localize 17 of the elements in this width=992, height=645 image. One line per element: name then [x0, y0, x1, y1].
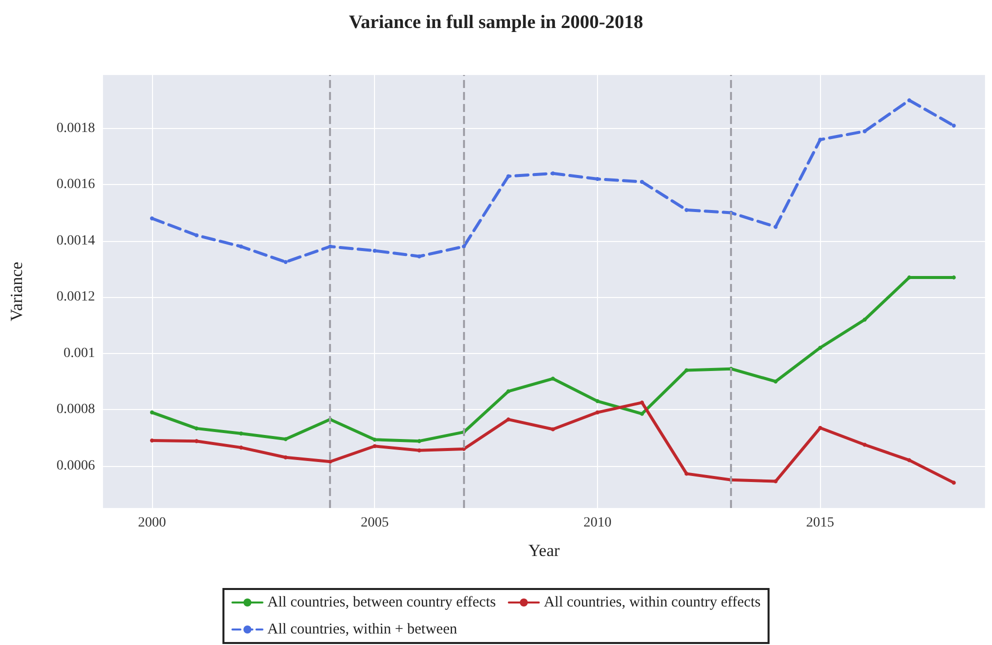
chart-title: Variance in full sample in 2000-2018 — [348, 12, 644, 33]
x-tick-label: 2005 — [360, 516, 389, 530]
y-axis-title: Variance — [7, 262, 26, 322]
x-tick-label: 2000 — [138, 516, 166, 530]
y-tick-label: 0.001 — [64, 346, 95, 361]
x-axis-title: Year — [528, 541, 560, 560]
legend-label: All countries, within + between — [267, 622, 458, 638]
y-tick-label: 0.0012 — [56, 290, 95, 305]
legend-label: All countries, between country effects — [267, 594, 496, 610]
x-tick-label: 2015 — [806, 516, 834, 530]
y-tick-label: 0.0008 — [56, 402, 95, 418]
x-tick-label: 2010 — [583, 516, 612, 530]
y-tick-label: 0.0018 — [56, 120, 95, 136]
y-tick-label: 0.0006 — [56, 458, 95, 474]
legend-label: All countries, within country effects — [544, 594, 761, 610]
y-tick-label: 0.0014 — [56, 233, 95, 248]
y-tick-label: 0.0016 — [56, 177, 95, 192]
